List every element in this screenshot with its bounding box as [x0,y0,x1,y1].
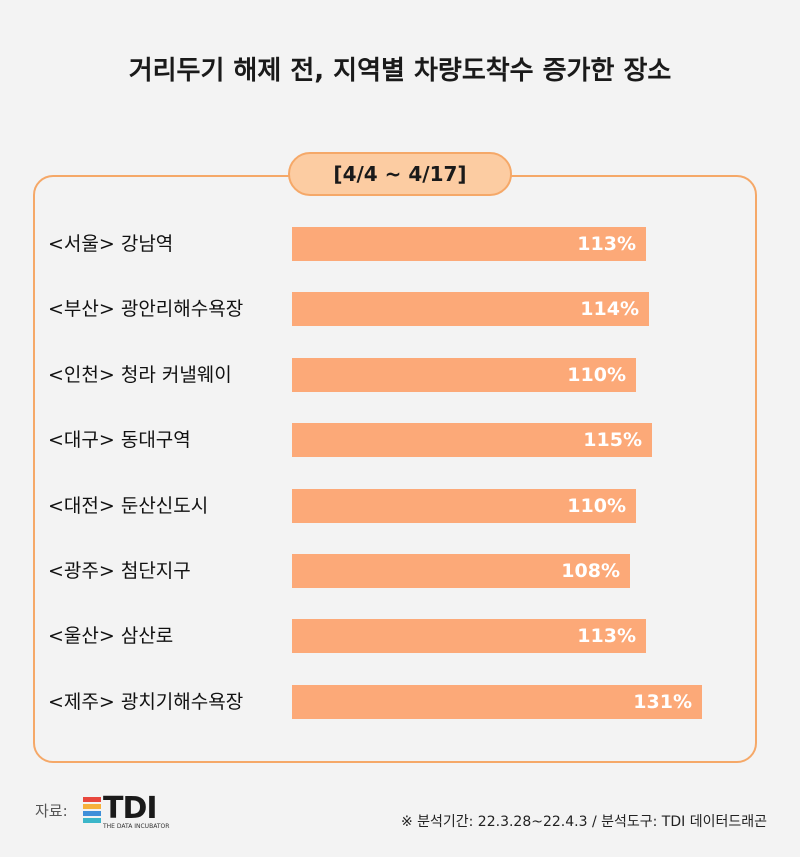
chart-panel [33,175,757,763]
bar-value-label: 115% [583,429,642,451]
category-label: <제주> 광치기해수욕장 [48,691,244,713]
bar: 110% [292,358,636,392]
bar: 110% [292,489,636,523]
bar-value-label: 131% [633,691,692,713]
bar-value-label: 108% [561,560,620,582]
logo-mark-icon [83,797,101,825]
logo-subtext: THE DATA INCUBATOR [103,823,170,830]
bar: 131% [292,685,702,719]
category-label: <광주> 첨단지구 [48,560,191,582]
bar-value-label: 110% [567,364,626,386]
chart-title: 거리두기 해제 전, 지역별 차량도착수 증가한 장소 [128,56,672,86]
bar-value-label: 110% [567,495,626,517]
logo-stripe [83,811,101,816]
category-label: <서울> 강남역 [48,233,174,255]
bar-value-label: 113% [577,233,636,255]
logo-text: TDI [103,791,158,826]
category-label: <대전> 둔산신도시 [48,495,209,517]
bar: 113% [292,227,646,261]
logo-stripe [83,804,101,809]
category-label: <울산> 삼산로 [48,625,174,647]
tdi-logo: TDI THE DATA INCUBATOR [83,791,183,835]
source-label: 자료: [35,802,68,820]
logo-stripe [83,797,101,802]
bar: 113% [292,619,646,653]
bar-value-label: 114% [580,298,639,320]
category-label: <인천> 청라 커낼웨이 [48,364,232,386]
category-label: <부산> 광안리해수욕장 [48,298,244,320]
period-badge: [4/4 ~ 4/17] [288,152,512,196]
bar: 115% [292,423,652,457]
bar: 114% [292,292,649,326]
bar: 108% [292,554,630,588]
category-label: <대구> 동대구역 [48,429,191,451]
bar-value-label: 113% [577,625,636,647]
logo-stripe [83,818,101,823]
analysis-footnote: ※ 분석기간: 22.3.28~22.4.3 / 분석도구: TDI 데이터드래… [400,814,767,830]
